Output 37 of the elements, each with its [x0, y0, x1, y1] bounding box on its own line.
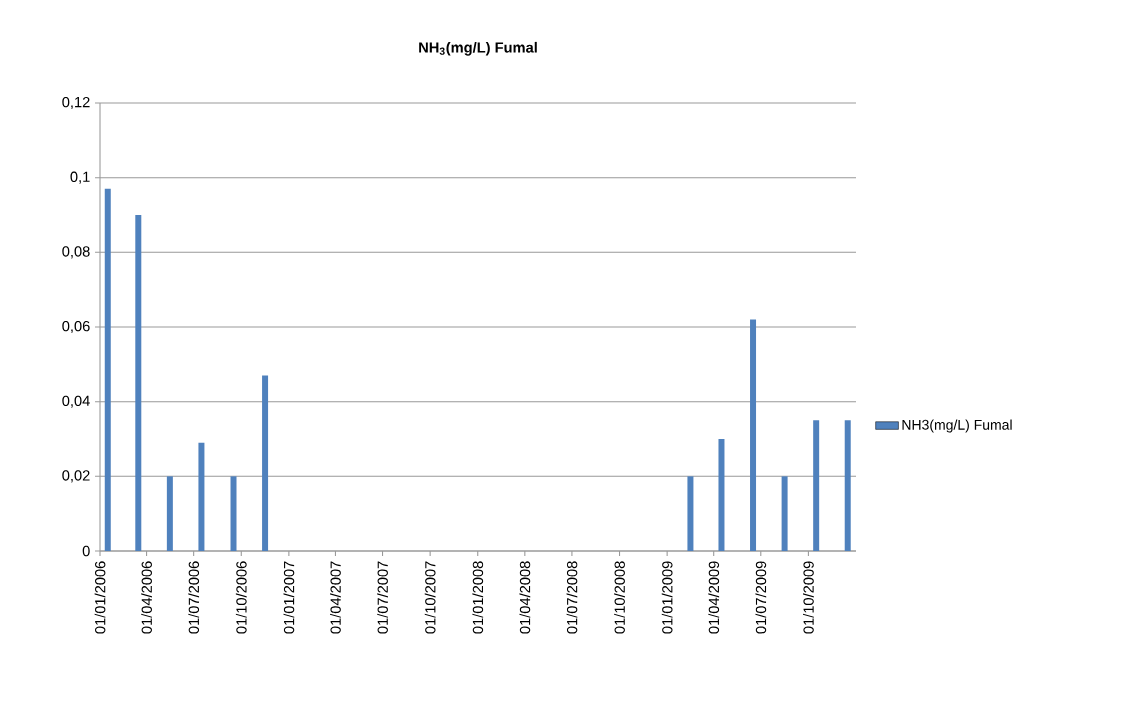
bar — [198, 442, 205, 551]
y-tick-label: 0,02 — [62, 470, 90, 483]
x-tick-label: 01/01/2006 — [94, 561, 106, 634]
bar — [781, 476, 788, 551]
x-tick-label: 01/01/2009 — [661, 561, 673, 634]
x-tick-label: 01/10/2008 — [614, 561, 625, 634]
bar — [230, 476, 237, 551]
bar — [166, 476, 173, 551]
x-tick-label: 01/07/2006 — [188, 561, 200, 634]
x-tick-label: 01/10/2007 — [424, 561, 436, 634]
x-tick-label: 01/07/2009 — [755, 561, 767, 634]
bar — [135, 215, 142, 551]
x-tick-label: 01/01/2007 — [283, 561, 295, 634]
x-tick-label: 01/10/2006 — [235, 561, 247, 634]
bar — [844, 420, 851, 551]
y-tick-label: 0,04 — [62, 395, 90, 408]
x-tick-label: 01/04/2006 — [141, 561, 152, 634]
y-tick-label: 0,1 — [70, 171, 90, 184]
chart-title: NH$_{3}$(mg/L) Fumal — [419, 41, 537, 56]
bar — [104, 188, 111, 551]
x-tick-label: 01/04/2007 — [330, 561, 341, 634]
legend-label: NH3(mg/L) Fumal — [902, 419, 1012, 433]
x-tick-label: 01/04/2009 — [708, 561, 720, 634]
y-tick-label: 0 — [82, 545, 90, 557]
y-tick-label: 0,08 — [62, 246, 90, 259]
bar — [813, 420, 820, 551]
x-tick-label: 01/10/2009 — [803, 561, 814, 634]
x-tick-label: 01/04/2008 — [519, 561, 531, 634]
y-tick-label: 0,06 — [62, 320, 90, 334]
x-tick-label: 01/07/2008 — [566, 561, 578, 634]
y-tick-label: 0,12 — [62, 96, 90, 110]
bar — [750, 319, 757, 551]
bar — [687, 476, 694, 551]
bar — [718, 439, 725, 551]
x-tick-label: 01/07/2007 — [377, 561, 388, 634]
bar — [262, 375, 269, 551]
x-tick-label: 01/01/2008 — [472, 561, 484, 634]
